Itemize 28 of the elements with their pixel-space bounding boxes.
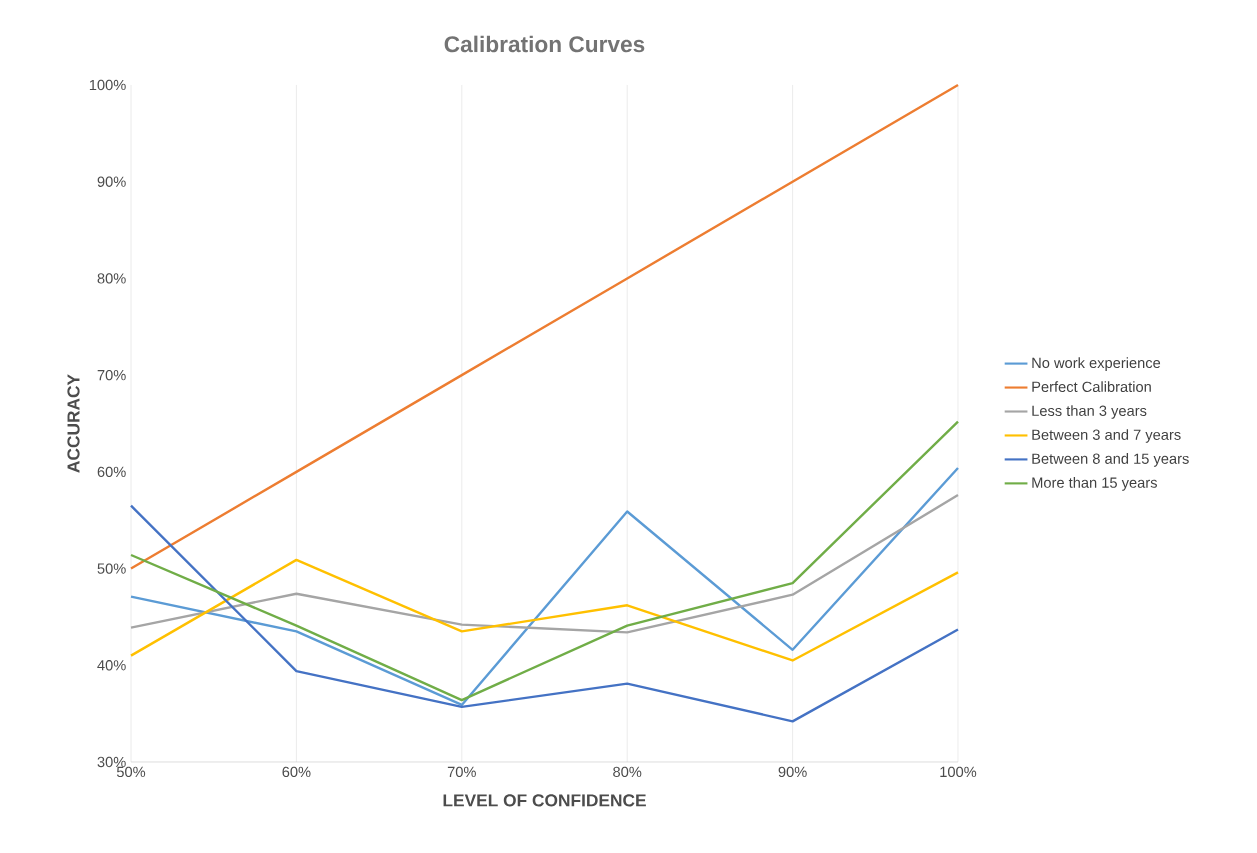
- y-tick-label: 100%: [89, 79, 126, 91]
- x-tick-label: 60%: [282, 766, 311, 778]
- y-tick-label: 90%: [97, 176, 126, 187]
- chart-title: Calibration Curves: [444, 35, 645, 53]
- x-tick-label: 100%: [940, 766, 977, 778]
- legend-label: Perfect Calibration: [1032, 381, 1151, 393]
- legend-label: No work experience: [1032, 357, 1161, 371]
- legend-label: Between 8 and 15 years: [1032, 453, 1189, 467]
- line-series: [129, 466, 960, 707]
- line-series: [129, 493, 960, 634]
- line-series: [129, 558, 960, 662]
- y-tick-label: 50%: [97, 563, 126, 574]
- line-series: [129, 420, 960, 702]
- y-tick-label: 80%: [97, 273, 126, 284]
- y-tick-label: 30%: [97, 756, 126, 768]
- x-axis-title: LEVEL OF CONFIDENCE: [443, 794, 646, 807]
- x-tick-label: 70%: [447, 766, 476, 778]
- x-tick-label: 90%: [778, 766, 807, 778]
- line-series: [129, 504, 960, 723]
- y-tick-label: 70%: [97, 369, 126, 381]
- y-tick-label: 60%: [97, 466, 126, 478]
- y-axis-title: ACCURACY: [67, 374, 80, 473]
- x-tick-label: 80%: [613, 766, 642, 778]
- y-tick-label: 40%: [97, 660, 126, 671]
- legend-label: Between 3 and 7 years: [1032, 429, 1181, 443]
- x-tick-label: 50%: [116, 766, 146, 778]
- legend-label: More than 15 years: [1032, 477, 1157, 491]
- legend-label: Less than 3 years: [1032, 405, 1147, 419]
